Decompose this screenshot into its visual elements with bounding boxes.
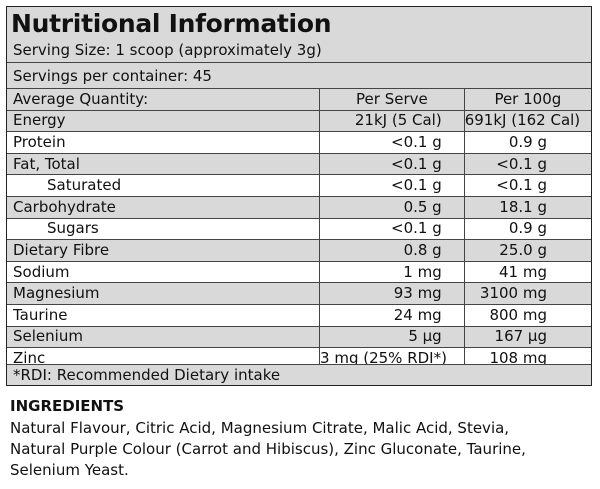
table-row: Energy 21kJ (5 Cal) 691kJ (162 Cal) bbox=[7, 109, 591, 132]
row-per-serve: 0.5 g bbox=[319, 195, 465, 219]
row-per-serve: 3 mg (25% RDI*) bbox=[319, 347, 465, 369]
row-per-100g: 3100 mg bbox=[463, 282, 591, 305]
row-per-100g: <0.1 g bbox=[463, 174, 591, 197]
row-per-serve: <0.1 g bbox=[319, 217, 465, 240]
table-row: Taurine 24 mg 800 mg bbox=[7, 303, 591, 327]
row-per-serve: 93 mg bbox=[319, 282, 465, 305]
nutrition-table: Average Quantity: Per Serve Per 100g Ene… bbox=[7, 88, 591, 369]
row-per-serve: 5 µg bbox=[319, 325, 465, 348]
row-label: Carbohydrate bbox=[7, 195, 320, 219]
row-per-serve: 0.8 g bbox=[319, 239, 465, 262]
table-row: Fat, Total <0.1 g <0.1 g bbox=[7, 152, 591, 175]
row-per-serve: 24 mg bbox=[319, 303, 465, 327]
row-label: Protein bbox=[7, 131, 320, 154]
table-row: Selenium 5 µg 167 µg bbox=[7, 325, 591, 348]
nutrition-panel: Nutritional Information Serving Size: 1 … bbox=[6, 6, 592, 386]
row-label: Sodium bbox=[7, 260, 320, 283]
table-header-row: Average Quantity: Per Serve Per 100g bbox=[7, 88, 591, 111]
row-label: Energy bbox=[7, 109, 320, 132]
row-per-serve: 1 mg bbox=[319, 260, 465, 283]
panel-title: Nutritional Information bbox=[7, 7, 591, 40]
ingredients-line: Selenium Yeast. bbox=[10, 461, 129, 479]
row-per-100g: 41 mg bbox=[463, 260, 591, 283]
row-per-100g: <0.1 g bbox=[463, 152, 591, 175]
header-average-quantity: Average Quantity: bbox=[7, 88, 320, 111]
row-per-100g: 800 mg bbox=[463, 303, 591, 327]
row-per-serve: 21kJ (5 Cal) bbox=[319, 109, 465, 132]
table-row: Magnesium 93 mg 3100 mg bbox=[7, 282, 591, 305]
header-per-serve: Per Serve bbox=[319, 88, 465, 111]
table-row: Saturated <0.1 g <0.1 g bbox=[7, 174, 591, 197]
servings-per-container: Servings per container: 45 bbox=[7, 62, 591, 88]
row-per-100g: 108 mg bbox=[463, 347, 591, 369]
row-label: Saturated bbox=[7, 174, 320, 197]
table-row: Zinc 3 mg (25% RDI*) 108 mg bbox=[7, 347, 591, 369]
row-per-serve: <0.1 g bbox=[319, 131, 465, 154]
row-per-100g: 18.1 g bbox=[463, 195, 591, 219]
header-per-100g: Per 100g bbox=[463, 88, 591, 111]
row-per-100g: 0.9 g bbox=[463, 217, 591, 240]
row-label: Zinc bbox=[7, 347, 320, 369]
ingredients-line: Natural Purple Colour (Carrot and Hibisc… bbox=[10, 440, 526, 458]
table-row: Sodium 1 mg 41 mg bbox=[7, 260, 591, 283]
serving-size: Serving Size: 1 scoop (approximately 3g) bbox=[7, 40, 591, 62]
row-label: Taurine bbox=[7, 303, 320, 327]
ingredients-line: Natural Flavour, Citric Acid, Magnesium … bbox=[10, 419, 510, 437]
table-row: Carbohydrate 0.5 g 18.1 g bbox=[7, 195, 591, 219]
table-row: Sugars <0.1 g 0.9 g bbox=[7, 217, 591, 240]
rdi-footnote: *RDI: Recommended Dietary intake bbox=[7, 364, 591, 385]
row-per-serve: <0.1 g bbox=[319, 152, 465, 175]
row-label: Selenium bbox=[7, 325, 320, 348]
row-per-100g: 25.0 g bbox=[463, 239, 591, 262]
ingredients-heading: INGREDIENTS bbox=[10, 397, 125, 415]
row-per-100g: 167 µg bbox=[463, 325, 591, 348]
row-per-100g: 691kJ (162 Cal) bbox=[463, 109, 591, 132]
ingredients-text: Natural Flavour, Citric Acid, Magnesium … bbox=[10, 418, 590, 481]
table-row: Protein <0.1 g 0.9 g bbox=[7, 131, 591, 154]
row-label: Sugars bbox=[7, 217, 320, 240]
row-per-100g: 0.9 g bbox=[463, 131, 591, 154]
row-label: Fat, Total bbox=[7, 152, 320, 175]
table-row: Dietary Fibre 0.8 g 25.0 g bbox=[7, 239, 591, 262]
row-label: Magnesium bbox=[7, 282, 320, 305]
row-per-serve: <0.1 g bbox=[319, 174, 465, 197]
row-label: Dietary Fibre bbox=[7, 239, 320, 262]
